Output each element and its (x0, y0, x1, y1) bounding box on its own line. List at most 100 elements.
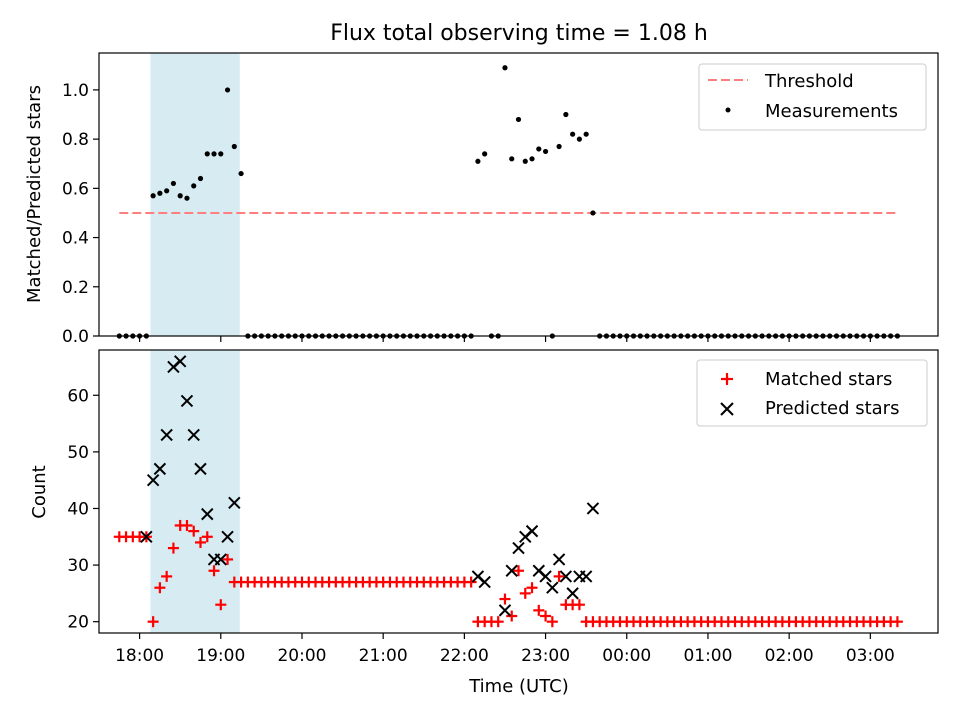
bottom-panel-marks (113, 355, 903, 628)
y-tick-label: 40 (67, 499, 89, 519)
measurement-point (576, 136, 582, 142)
measurement-point (231, 143, 237, 150)
x-tick-label: 00:00 (602, 646, 651, 666)
measurement-point (238, 170, 244, 177)
x-tick-label: 21:00 (359, 646, 408, 666)
measurement-point (556, 143, 562, 150)
matched-star-point (519, 587, 531, 599)
figure-title: Flux total observing time = 1.08 h (330, 21, 708, 46)
predicted-star-point (512, 541, 525, 555)
matched-star-point (194, 536, 206, 548)
matched-star-point (573, 599, 585, 611)
y-tick-label: 0.6 (62, 179, 89, 199)
legend-predicted-swatch (720, 402, 734, 416)
y-tick-label: 0.4 (62, 229, 89, 249)
measurement-point (157, 190, 163, 196)
x-tick-label: 23:00 (521, 646, 570, 666)
matched-star-point (201, 531, 213, 543)
x-tick-label: 20:00 (277, 646, 326, 666)
predicted-star-point (153, 462, 167, 476)
x-tick-label: 22:00 (440, 646, 489, 666)
predicted-star-point (228, 496, 241, 510)
measurement-point (204, 151, 210, 157)
legend-measurements-swatch (725, 107, 731, 113)
measurement-point (184, 195, 190, 201)
star-count-panel: 20 30 40 50 60 18:00 19:00 20:00 21:00 22:00 23:0… (29, 349, 939, 697)
measurement-point (502, 65, 508, 71)
top-legend-box (698, 63, 927, 131)
bottom-y-axis-label: Count (29, 465, 50, 518)
predicted-star-point (140, 530, 153, 543)
matched-star-point (147, 616, 159, 628)
x-axis-label: Time (UTC) (468, 676, 569, 697)
measurement-point (529, 156, 535, 162)
measurement-point (509, 156, 515, 162)
measurement-point (164, 188, 170, 194)
predicted-star-point (539, 570, 552, 583)
measurement-point (563, 111, 569, 118)
predicted-star-point (221, 530, 234, 543)
legend-predicted-label: Predicted stars (765, 398, 899, 419)
x-tick-label: 19:00 (196, 646, 245, 666)
legend-threshold-label: Threshold (764, 71, 854, 92)
matched-star-point (154, 582, 166, 594)
y-tick-label: 0.2 (62, 278, 89, 298)
bottom-x-axis: 18:00 19:00 20:00 21:00 22:00 23:00 00:00 01:00… (115, 633, 895, 666)
measurement-point (542, 148, 549, 155)
y-tick-label: 0.8 (62, 130, 89, 150)
observing-window-top (150, 53, 240, 336)
top-plot-frame (98, 52, 939, 337)
flux-ratio-panel: 0.0 0.2 0.4 0.6 0.8 1.0 Matched/Predicted sta… (24, 52, 939, 347)
predicted-star-point (525, 524, 539, 538)
matched-star-point (215, 599, 227, 611)
x-tick-label: 18:00 (115, 646, 164, 666)
x-tick-label: 03:00 (846, 646, 895, 666)
measurement-point (191, 183, 197, 189)
matched-star-point (513, 565, 524, 577)
top-y-axis-label: Matched/Predicted stars (24, 85, 45, 303)
measurement-point (218, 151, 224, 157)
matched-star-point (181, 519, 193, 531)
predicted-star-point (187, 428, 200, 442)
predicted-star-point (498, 604, 512, 617)
x-tick-label: 01:00 (683, 646, 732, 666)
measurement-point (197, 175, 204, 182)
predicted-star-point (586, 502, 600, 515)
legend-matched-swatch (721, 373, 733, 385)
measurement-point (177, 193, 183, 199)
matched-star-point (506, 610, 518, 622)
y-tick-label: 1.0 (62, 81, 89, 101)
measurement-point (482, 151, 488, 157)
predicted-star-point (180, 394, 194, 408)
predicted-star-point (173, 355, 187, 368)
y-tick-label: 0.0 (62, 327, 89, 347)
matched-star-point (208, 565, 220, 577)
top-y-axis: 0.0 0.2 0.4 0.6 0.8 1.0 (62, 81, 99, 347)
predicted-star-point (201, 507, 214, 521)
matched-star-point (167, 542, 179, 554)
y-tick-label: 20 (67, 613, 89, 633)
matched-star-point (188, 525, 200, 537)
measurement-point (224, 87, 231, 93)
bottom-plot-frame (98, 349, 939, 634)
matched-star-point (222, 553, 234, 565)
predicted-star-point (214, 553, 227, 566)
predicted-star-point (194, 462, 207, 476)
y-tick-label: 60 (67, 386, 89, 406)
matched-star-point (546, 616, 558, 628)
matched-star-point (465, 576, 477, 588)
y-tick-label: 50 (67, 443, 89, 463)
top-legend: Threshold Measurements (698, 63, 927, 131)
matched-star-point (891, 616, 903, 628)
measurement-point (570, 131, 576, 137)
measurement-point (150, 193, 156, 199)
measurement-point (170, 180, 177, 187)
y-tick-label: 30 (67, 556, 89, 576)
bottom-legend: Matched stars Predicted stars (696, 359, 928, 427)
predicted-star-point (478, 575, 491, 589)
legend-matched-label: Matched stars (765, 369, 892, 390)
matched-star-point (526, 582, 538, 594)
bottom-y-axis: 20 30 40 50 60 (67, 386, 99, 633)
x-tick-label: 02:00 (765, 646, 814, 666)
